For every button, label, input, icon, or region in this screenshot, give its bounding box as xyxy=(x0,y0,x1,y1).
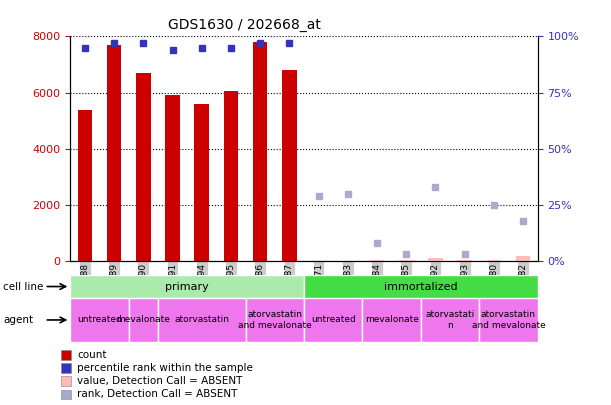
Bar xyxy=(129,298,158,342)
Text: mevalonate: mevalonate xyxy=(116,315,170,324)
Text: mevalonate: mevalonate xyxy=(365,315,419,324)
Text: GDS1630 / 202668_at: GDS1630 / 202668_at xyxy=(168,18,321,32)
Bar xyxy=(370,260,384,261)
Bar xyxy=(458,260,472,261)
Bar xyxy=(479,298,538,342)
Bar xyxy=(136,73,150,261)
Text: immortalized: immortalized xyxy=(384,281,458,292)
Text: cell line: cell line xyxy=(3,281,43,292)
Bar xyxy=(304,298,362,342)
Bar xyxy=(61,350,71,360)
Bar xyxy=(486,260,501,261)
Text: percentile rank within the sample: percentile rank within the sample xyxy=(77,363,253,373)
Bar xyxy=(362,298,421,342)
Text: atorvastatin: atorvastatin xyxy=(174,315,229,324)
Text: untreated: untreated xyxy=(311,315,356,324)
Text: untreated: untreated xyxy=(77,315,122,324)
Bar xyxy=(428,258,443,261)
Bar xyxy=(61,390,71,399)
Bar xyxy=(61,363,71,373)
Bar xyxy=(107,45,122,261)
Text: value, Detection Call = ABSENT: value, Detection Call = ABSENT xyxy=(77,376,243,386)
Bar xyxy=(78,109,92,261)
Text: primary: primary xyxy=(165,281,209,292)
Bar xyxy=(70,298,129,342)
Bar xyxy=(158,298,246,342)
Bar xyxy=(421,298,479,342)
Bar xyxy=(224,91,238,261)
Bar xyxy=(246,298,304,342)
Bar xyxy=(165,96,180,261)
Text: atorvastatin
and mevalonate: atorvastatin and mevalonate xyxy=(238,310,312,330)
Bar xyxy=(253,42,268,261)
Bar xyxy=(516,256,530,261)
Text: atorvastatin
and mevalonate: atorvastatin and mevalonate xyxy=(472,310,546,330)
Text: rank, Detection Call = ABSENT: rank, Detection Call = ABSENT xyxy=(77,389,238,399)
Bar xyxy=(70,275,304,298)
Bar xyxy=(399,260,414,261)
Bar xyxy=(61,377,71,386)
Bar xyxy=(304,275,538,298)
Bar xyxy=(194,104,209,261)
Text: agent: agent xyxy=(3,315,33,325)
Bar xyxy=(282,70,297,261)
Text: atorvastati
n: atorvastati n xyxy=(425,310,475,330)
Text: count: count xyxy=(77,350,107,360)
